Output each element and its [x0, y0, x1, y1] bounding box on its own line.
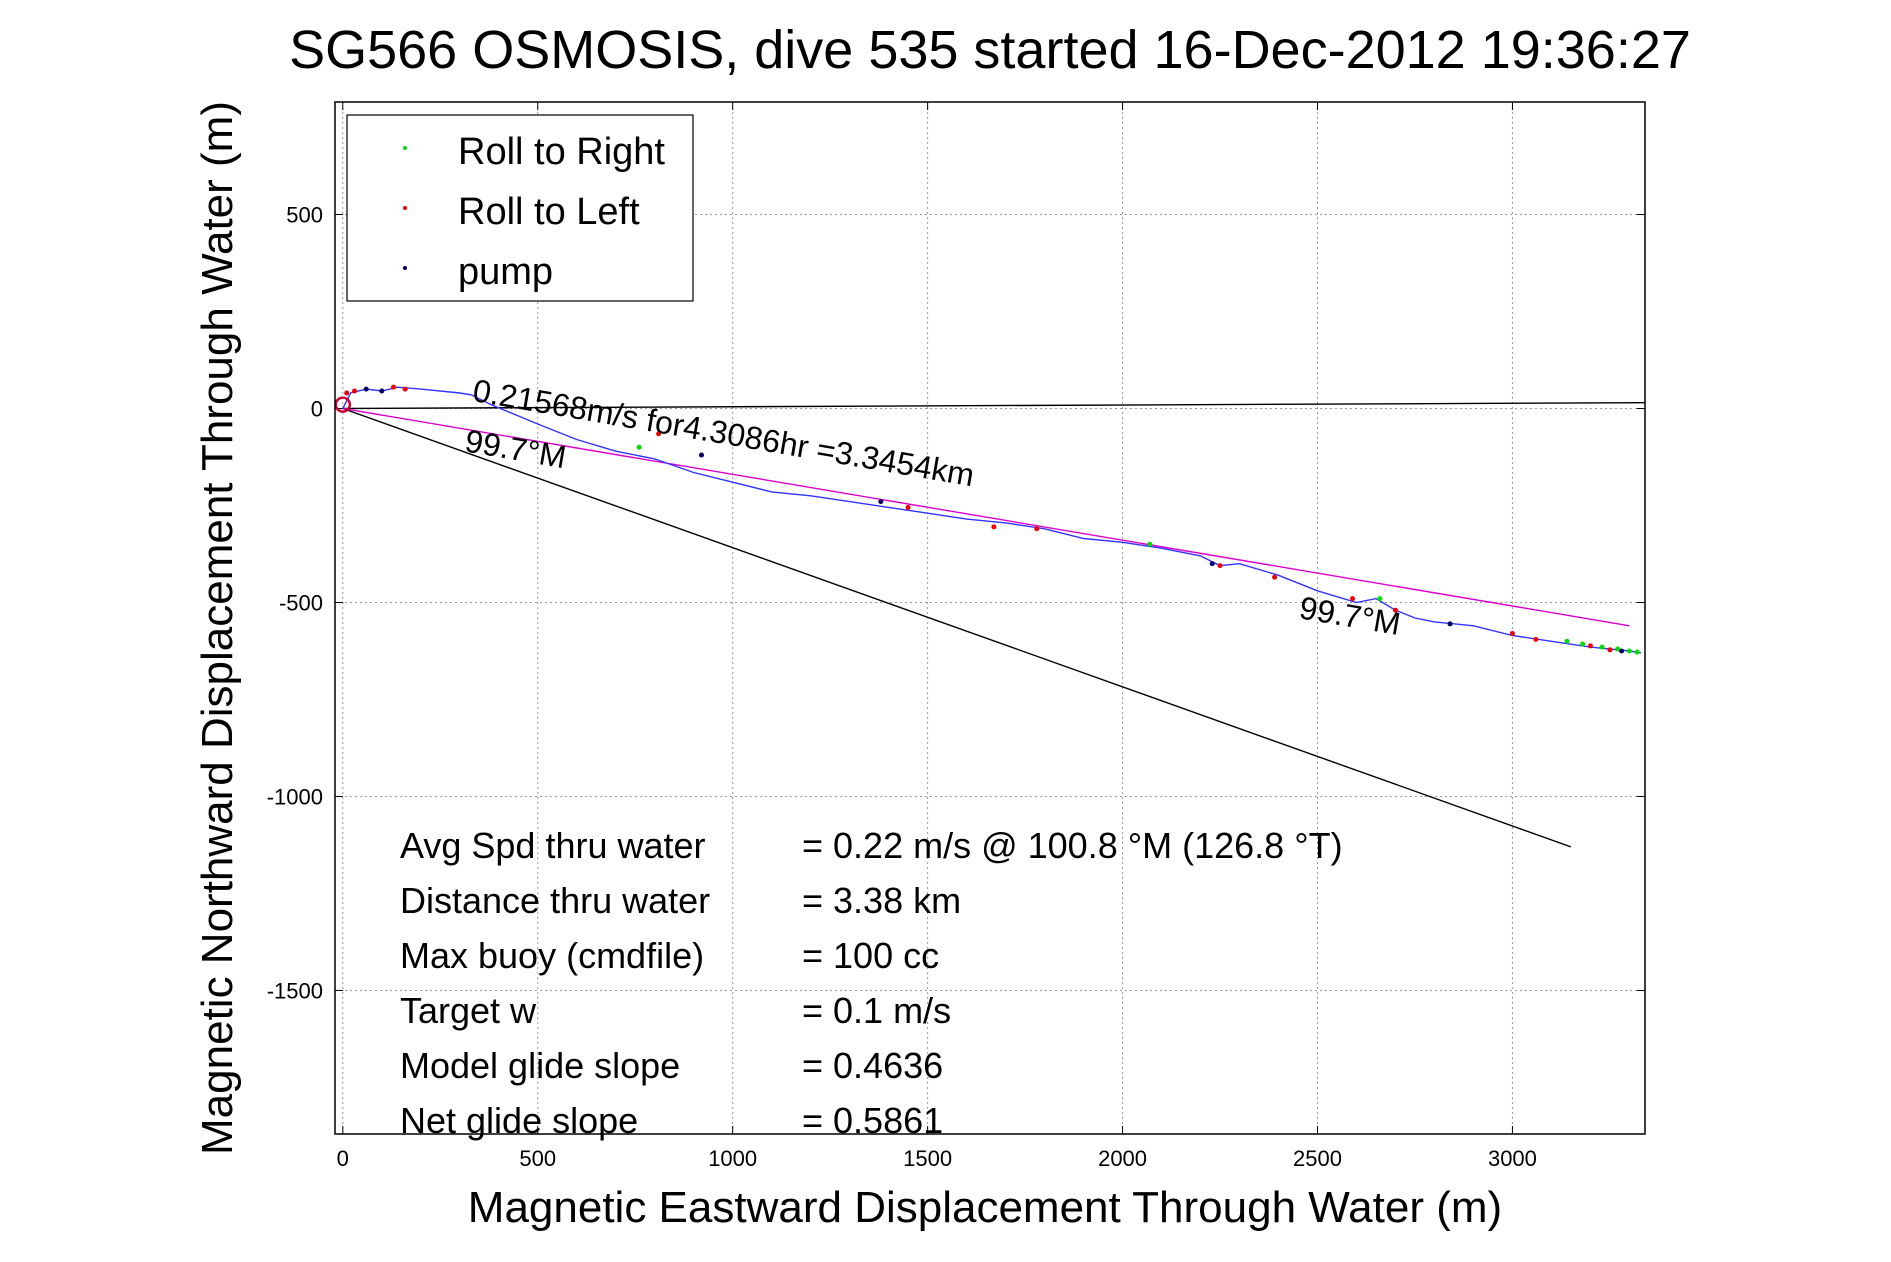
annotation-label: 0.21568m/s for4.3086hr =3.3454km: [470, 372, 977, 493]
roll-right-point: [1615, 646, 1621, 652]
roll-right-point: [1599, 644, 1605, 650]
pump-point: [1209, 561, 1215, 567]
legend-marker: [403, 266, 407, 270]
roll-right-point: [1147, 541, 1153, 547]
legend-label: Roll to Left: [458, 191, 640, 233]
track-line: [342, 386, 1642, 654]
stat-label: Distance thru water: [400, 880, 710, 921]
annotations: 0.21568m/s for4.3086hr =3.3454km99.7°M99…: [462, 372, 1403, 642]
roll-left-point: [351, 388, 357, 394]
pump-point: [698, 452, 704, 458]
legend: Roll to Right Roll to Left pump: [346, 114, 694, 302]
magnetic-reference-line: [342, 401, 1646, 410]
x-axis-label: Magnetic Eastward Displacement Through W…: [468, 1183, 1502, 1232]
roll-right-point: [1580, 641, 1586, 647]
roll-left-point: [1272, 574, 1278, 580]
track-start-marker: [334, 396, 352, 413]
y-tick-label: 0: [311, 396, 323, 421]
y-tick-label: -500: [279, 590, 323, 615]
plot-frame: [334, 101, 1646, 1135]
tick-labels: 0 500 1000 1500 2000 2500 3000 500 0 -500 -1000 -15…: [267, 203, 1537, 1171]
stat-label: Target w: [400, 990, 537, 1031]
x-tick-label: 2500: [1293, 1146, 1342, 1171]
stat-value: = 0.5861: [802, 1100, 943, 1141]
heading-line: [342, 407, 1572, 848]
roll-left-point: [1034, 526, 1040, 532]
stat-label: Model glide slope: [400, 1045, 680, 1086]
roll-left-point: [1217, 563, 1223, 569]
x-tick-label: 1500: [903, 1146, 952, 1171]
legend-label: Roll to Right: [458, 131, 665, 173]
roll-left-point: [1607, 647, 1613, 653]
pump-point: [379, 388, 385, 394]
roll-left-point: [402, 386, 408, 392]
roll-left-point: [1392, 607, 1398, 613]
pump-point: [363, 386, 369, 392]
dive-track: [334, 386, 1642, 654]
roll-left-point: [1533, 636, 1539, 642]
roll-left-point: [656, 431, 662, 437]
roll-left-point: [390, 384, 396, 390]
roll-left-point: [1350, 596, 1356, 602]
roll-right-point: [1626, 648, 1632, 654]
annotation-label: 99.7°M: [1297, 589, 1403, 642]
stat-value: = 100 cc: [802, 935, 939, 976]
x-tick-label: 0: [337, 1146, 349, 1171]
y-tick-label: -1500: [267, 978, 323, 1003]
legend-marker: [403, 146, 407, 150]
legend-label: pump: [458, 251, 553, 293]
y-axis-label: Magnetic Northward Displacement Through …: [193, 101, 242, 1155]
event-points: [344, 384, 1640, 655]
roll-left-point: [991, 524, 997, 530]
grid: [335, 102, 1645, 1134]
stat-label: Max buoy (cmdfile): [400, 935, 704, 976]
roll-left-point: [1587, 643, 1593, 649]
roll-left-point: [344, 390, 350, 396]
legend-marker: [403, 206, 407, 210]
roll-right-point: [1564, 638, 1570, 644]
stat-label: Avg Spd thru water: [400, 825, 706, 866]
roll-right-point: [1377, 596, 1383, 602]
pump-point: [1447, 621, 1453, 627]
roll-right-point: [1634, 649, 1640, 655]
roll-left-point: [1509, 631, 1515, 637]
net-displacement-line: [342, 407, 1630, 627]
stat-value: = 3.38 km: [802, 880, 961, 921]
roll-left-point: [905, 504, 911, 510]
x-tick-label: 500: [519, 1146, 556, 1171]
pump-point: [1619, 648, 1625, 654]
stat-value: = 0.1 m/s: [802, 990, 951, 1031]
stat-value: = 0.22 m/s @ 100.8 °M (126.8 °T): [802, 825, 1343, 866]
x-tick-label: 3000: [1488, 1146, 1537, 1171]
stats-block: Avg Spd thru water = 0.22 m/s @ 100.8 °M …: [400, 825, 1343, 1141]
stat-label: Net glide slope: [400, 1100, 638, 1141]
roll-right-point: [636, 444, 642, 450]
y-tick-label: 500: [286, 203, 323, 228]
pump-point: [878, 499, 884, 505]
x-tick-label: 2000: [1098, 1146, 1147, 1171]
stat-value: = 0.4636: [802, 1045, 943, 1086]
chart-title: SG566 OSMOSIS, dive 535 started 16-Dec-2…: [289, 20, 1691, 80]
y-tick-label: -1000: [267, 784, 323, 809]
x-tick-label: 1000: [708, 1146, 757, 1171]
reference-lines: [342, 401, 1646, 848]
